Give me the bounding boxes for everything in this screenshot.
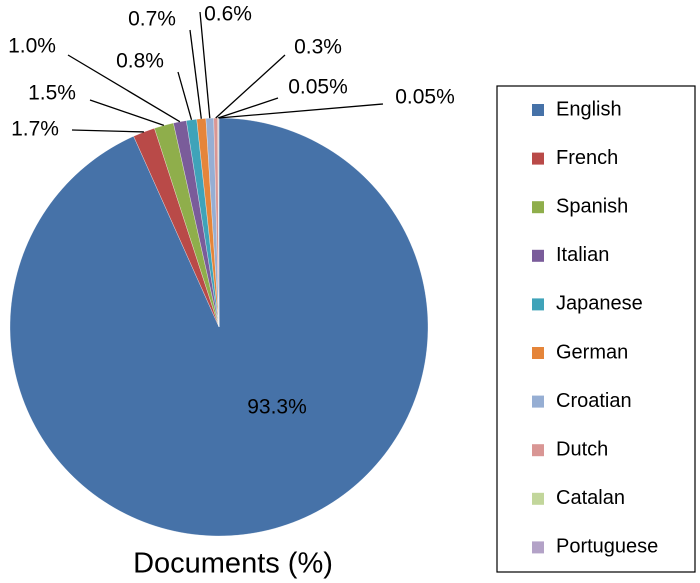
leader-line: [215, 54, 286, 119]
legend-label: Italian: [556, 244, 609, 266]
data-label: 0.6%: [204, 3, 252, 26]
legend-label: Spanish: [556, 195, 628, 217]
data-label: 0.8%: [116, 50, 164, 73]
legend-label: English: [556, 98, 622, 120]
data-label: 1.0%: [8, 35, 56, 58]
leader-line: [67, 54, 181, 123]
leader-line: [71, 129, 144, 133]
legend-swatch: [532, 541, 544, 554]
legend-label: Portuguese: [556, 536, 658, 558]
leader-line: [177, 71, 193, 120]
legend-swatch: [532, 395, 544, 408]
legend-swatch: [532, 104, 544, 116]
legend-box: [496, 85, 696, 573]
legend-swatch: [532, 249, 544, 262]
data-label: 0.05%: [395, 86, 455, 109]
data-label: 0.3%: [294, 36, 342, 59]
legend-swatch: [532, 298, 544, 311]
data-label: 93.3%: [247, 396, 307, 419]
data-label: 0.05%: [288, 76, 348, 99]
legend-swatch: [532, 152, 544, 165]
legend-swatch: [532, 492, 544, 505]
leader-line: [89, 99, 165, 127]
legend-swatch: [532, 201, 544, 214]
leader-line: [218, 103, 384, 119]
legend-label: German: [556, 341, 628, 363]
leader-line: [199, 11, 211, 119]
data-label: 1.5%: [28, 82, 76, 105]
legend-label: Japanese: [556, 293, 643, 315]
legend-label: Dutch: [556, 438, 608, 460]
data-label: 1.7%: [11, 118, 59, 141]
legend-label: Croatian: [556, 390, 632, 412]
legend-label: Catalan: [556, 487, 625, 509]
legend-swatch: [532, 444, 544, 457]
legend-swatch: [532, 347, 544, 359]
leader-line: [189, 29, 202, 119]
legend-label: French: [556, 147, 618, 169]
leader-line: [217, 97, 279, 119]
data-label: 0.7%: [128, 8, 176, 31]
chart-title: Documents (%): [133, 548, 333, 580]
